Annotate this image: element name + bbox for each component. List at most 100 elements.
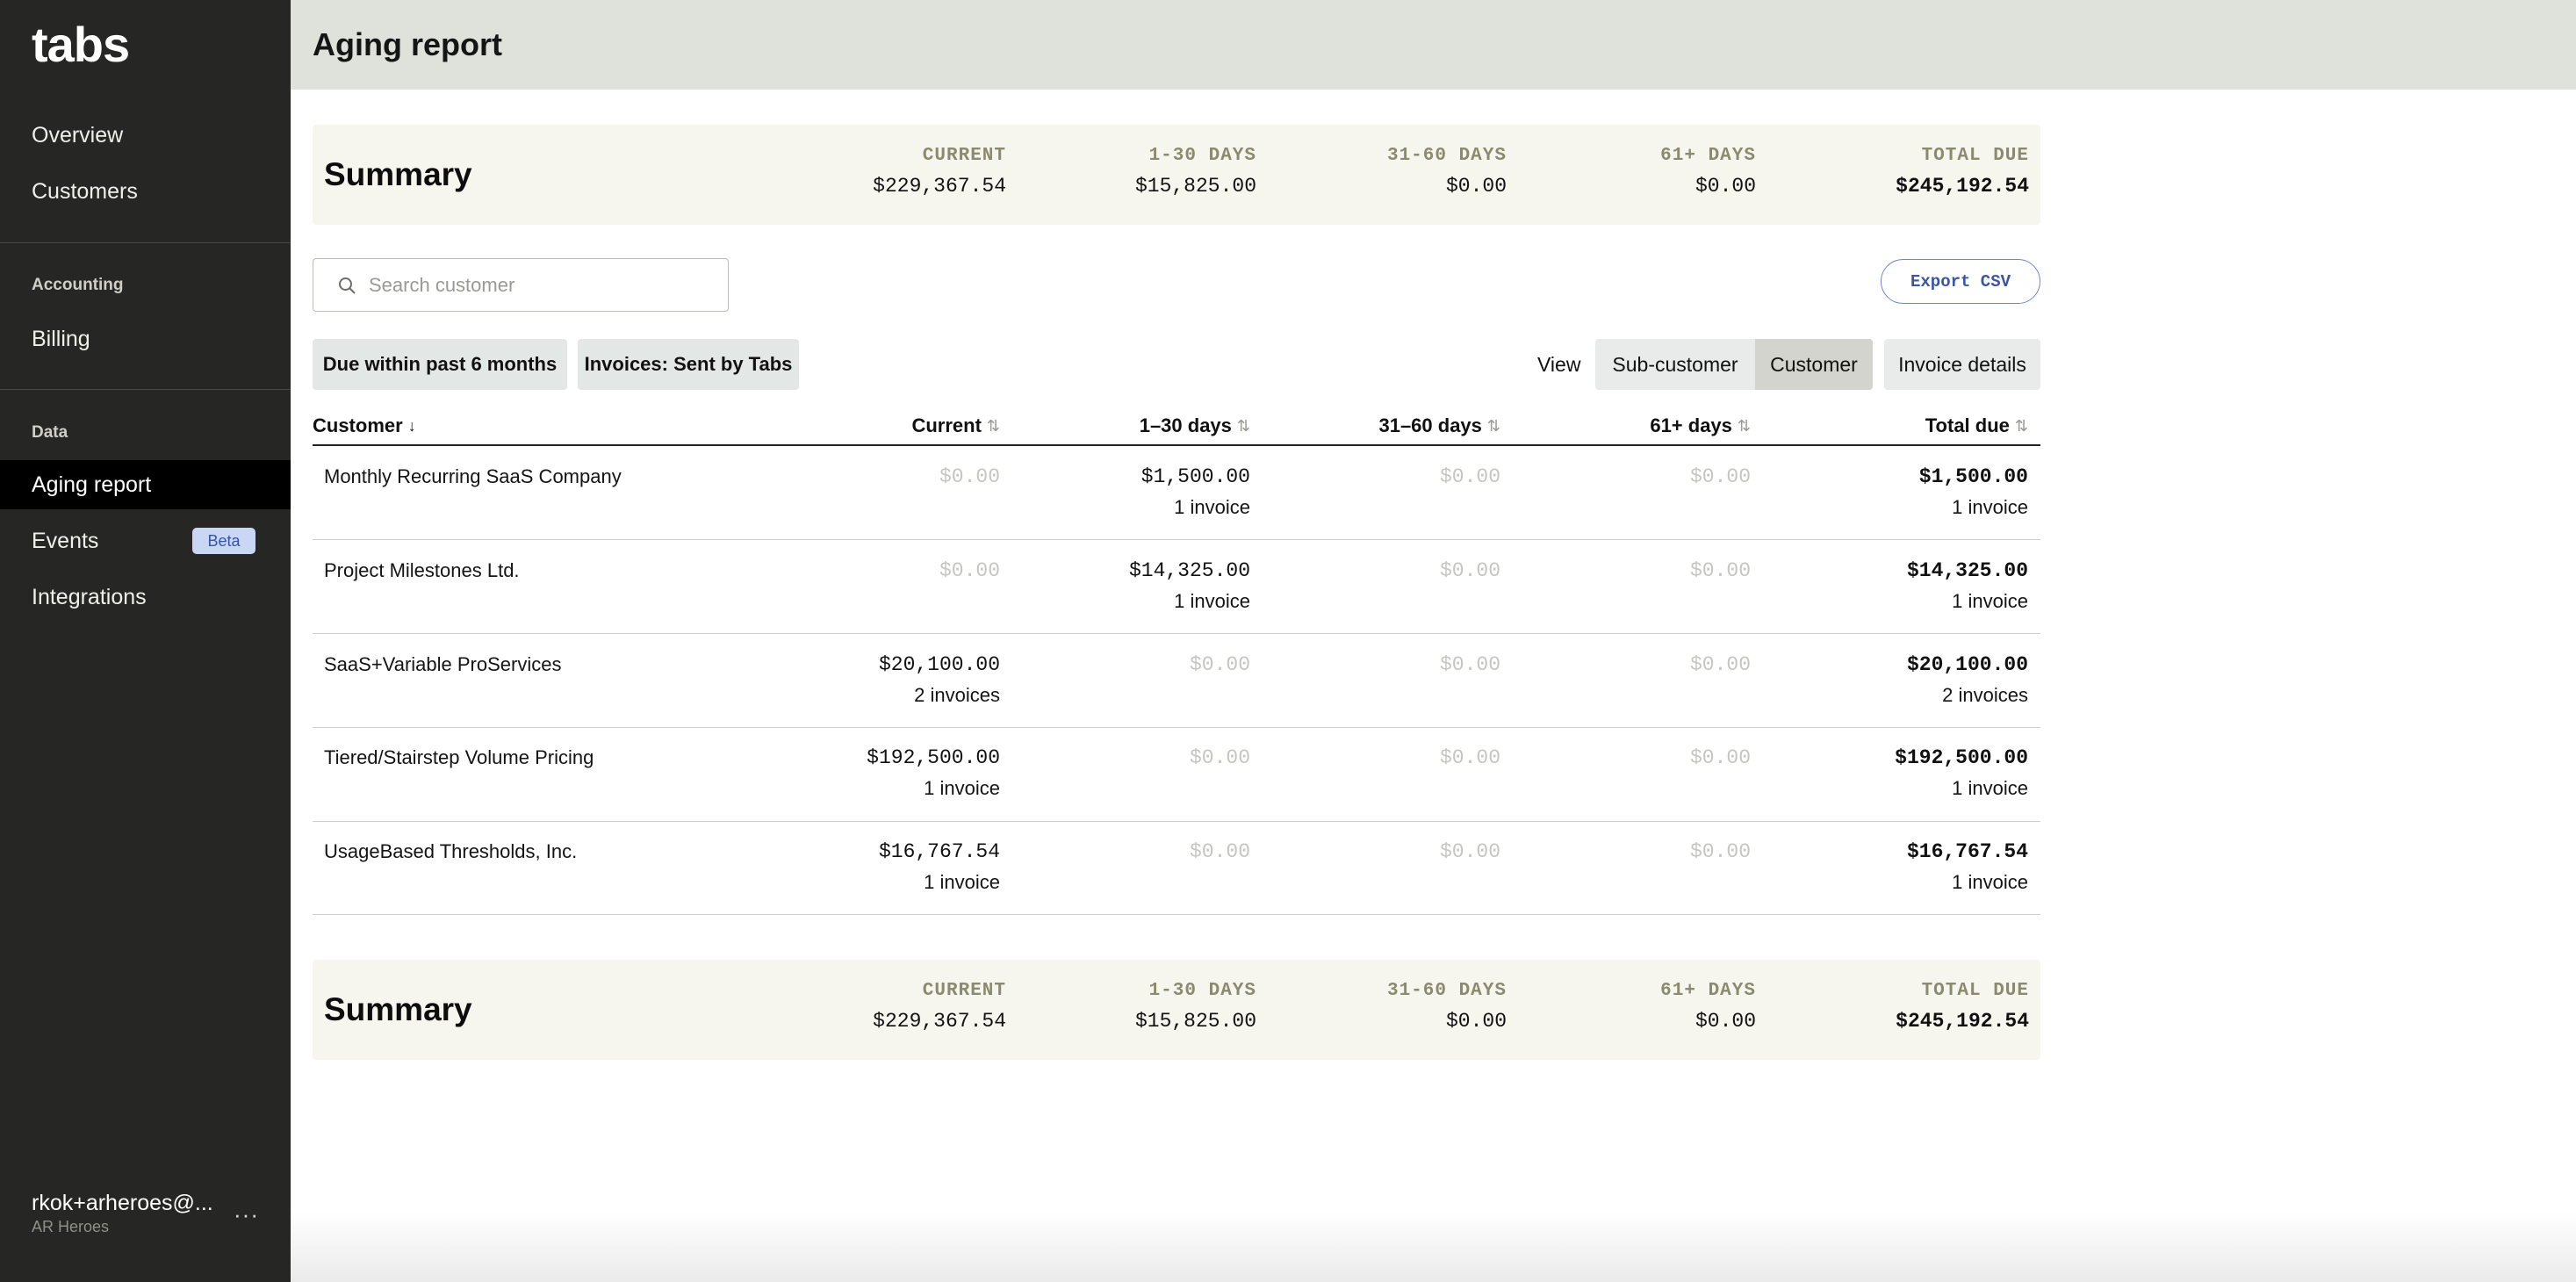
total-invoice-count: 1 invoice xyxy=(1952,871,2028,893)
row-divider xyxy=(313,539,2040,540)
summary-label: 61+ DAYS xyxy=(1660,981,1756,1001)
summary-61-plus-days: 61+ DAYS $0.00 xyxy=(1660,146,1756,198)
summary-value: $0.00 xyxy=(1695,175,1756,198)
column-header-1-30-days[interactable]: 1–30 days ⇅ xyxy=(1140,414,1250,437)
customer-name[interactable]: UsageBased Thresholds, Inc. xyxy=(324,840,578,862)
summary-value: $15,825.00 xyxy=(1134,1010,1256,1033)
current-value: $192,500.00 xyxy=(867,746,1000,769)
total-invoice-count: 1 invoice xyxy=(1952,496,2028,518)
1-30-days-value: $0.00 xyxy=(1189,840,1250,863)
summary-title: Summary xyxy=(324,991,472,1027)
column-header-61-plus-days[interactable]: 61+ days ⇅ xyxy=(1650,414,1751,437)
filter-invoices[interactable]: Invoices: Sent by Tabs xyxy=(578,339,799,390)
1-30-days-value: $14,325.00 xyxy=(1128,559,1250,582)
1-30-days-value: $0.00 xyxy=(1189,653,1250,676)
summary-label: 31-60 DAYS xyxy=(1386,146,1507,166)
sidebar-item-overview[interactable]: Overview xyxy=(32,122,124,148)
summary-value: $245,192.54 xyxy=(1896,175,2029,198)
summary-value: $229,367.54 xyxy=(873,1010,1006,1033)
view-option-sub-customer[interactable]: Sub-customer xyxy=(1595,339,1755,390)
total-due-value: $16,767.54 xyxy=(1906,840,2028,863)
page-title: Aging report xyxy=(313,26,502,62)
table-header-divider xyxy=(313,444,2040,446)
search-input[interactable] xyxy=(369,259,720,311)
sidebar-item-billing[interactable]: Billing xyxy=(32,326,90,351)
sidebar-item-events[interactable]: Events xyxy=(32,528,99,553)
export-csv-button[interactable]: Export CSV xyxy=(1881,259,2040,304)
sort-icon: ⇅ xyxy=(986,416,1000,435)
sidebar-item-aging-report[interactable]: Aging report xyxy=(0,460,291,509)
sidebar-section-accounting: Accounting xyxy=(32,276,124,294)
column-header-31-60-days[interactable]: 31–60 days ⇅ xyxy=(1378,414,1500,437)
summary-label: 31-60 DAYS xyxy=(1386,981,1507,1001)
sidebar-item-integrations[interactable]: Integrations xyxy=(32,584,147,609)
column-header-customer[interactable]: Customer ↓ xyxy=(313,414,416,437)
more-options-icon[interactable]: ··· xyxy=(234,1201,259,1228)
sort-icon: ⇅ xyxy=(1236,416,1250,435)
summary-value: $0.00 xyxy=(1695,1010,1756,1033)
1-30-days-value: $1,500.00 xyxy=(1140,465,1250,488)
search-box[interactable] xyxy=(313,258,729,312)
column-header-total-due[interactable]: Total due ⇅ xyxy=(1925,414,2028,437)
summary-value: $15,825.00 xyxy=(1134,175,1256,198)
sidebar-item-customers[interactable]: Customers xyxy=(32,178,138,204)
sort-desc-icon: ↓ xyxy=(407,416,416,435)
customer-name[interactable]: Monthly Recurring SaaS Company xyxy=(324,465,622,487)
customer-name[interactable]: SaaS+Variable ProServices xyxy=(324,653,562,675)
summary-total-due: TOTAL DUE $245,192.54 xyxy=(1896,146,2029,198)
summary-label: CURRENT xyxy=(922,981,1006,1001)
sidebar-section-data: Data xyxy=(32,423,68,442)
current-value: $20,100.00 xyxy=(878,653,1000,676)
current-invoice-count: 1 invoice xyxy=(924,871,1000,893)
total-invoice-count: 1 invoice xyxy=(1952,777,2028,799)
1-30-days-value: $0.00 xyxy=(1189,746,1250,769)
31-60-days-value: $0.00 xyxy=(1439,840,1500,863)
view-option-invoice-details[interactable]: Invoice details xyxy=(1884,339,2040,390)
summary-1-30-days: 1-30 DAYS $15,825.00 xyxy=(1135,146,1256,198)
summary-value: $0.00 xyxy=(1445,175,1507,198)
31-60-days-value: $0.00 xyxy=(1439,653,1500,676)
sidebar: tabs Overview Customers Accounting Billi… xyxy=(0,0,291,1282)
page-header: Aging report xyxy=(291,0,2576,90)
column-header-label: 31–60 days xyxy=(1378,414,1482,436)
sort-icon: ⇅ xyxy=(2014,416,2028,435)
user-org: AR Heroes xyxy=(32,1218,110,1235)
user-email[interactable]: rkok+arheroes@... xyxy=(32,1191,213,1215)
1-30-days-invoice-count: 1 invoice xyxy=(1174,496,1250,518)
31-60-days-value: $0.00 xyxy=(1439,746,1500,769)
1-30-days-invoice-count: 1 invoice xyxy=(1174,590,1250,612)
current-value: $16,767.54 xyxy=(878,840,1000,863)
current-value: $0.00 xyxy=(939,465,1000,488)
summary-label: CURRENT xyxy=(922,146,1006,166)
sidebar-divider xyxy=(0,242,291,243)
61-plus-days-value: $0.00 xyxy=(1689,653,1751,676)
view-option-customer[interactable]: Customer xyxy=(1755,339,1873,390)
customer-name[interactable]: Project Milestones Ltd. xyxy=(324,559,520,581)
tabs-logo[interactable]: tabs xyxy=(32,17,130,72)
summary-label: TOTAL DUE xyxy=(1921,981,2029,1001)
summary-bottom: Summary CURRENT $229,367.54 1-30 DAYS $1… xyxy=(313,960,2040,1060)
summary-31-60-days: 31-60 DAYS $0.00 xyxy=(1387,146,1507,198)
total-invoice-count: 1 invoice xyxy=(1952,590,2028,612)
61-plus-days-value: $0.00 xyxy=(1689,465,1751,488)
61-plus-days-value: $0.00 xyxy=(1689,746,1751,769)
summary-value: $0.00 xyxy=(1445,1010,1507,1033)
beta-badge: Beta xyxy=(192,528,255,554)
row-divider xyxy=(313,914,2040,915)
bottom-fade xyxy=(291,1212,2576,1282)
31-60-days-value: $0.00 xyxy=(1439,465,1500,488)
customer-name[interactable]: Tiered/Stairstep Volume Pricing xyxy=(324,746,594,768)
summary-label: TOTAL DUE xyxy=(1921,146,2029,166)
current-invoice-count: 2 invoices xyxy=(914,684,1000,706)
summary-value: $229,367.54 xyxy=(873,175,1006,198)
summary-current: CURRENT $229,367.54 xyxy=(873,981,1006,1033)
summary-label: 1-30 DAYS xyxy=(1148,146,1256,166)
current-value: $0.00 xyxy=(939,559,1000,582)
summary-current: CURRENT $229,367.54 xyxy=(873,146,1006,198)
column-header-current[interactable]: Current ⇅ xyxy=(911,414,1000,437)
61-plus-days-value: $0.00 xyxy=(1689,840,1751,863)
column-header-label: 1–30 days xyxy=(1139,414,1232,436)
view-label: View xyxy=(1537,353,1581,376)
61-plus-days-value: $0.00 xyxy=(1689,559,1751,582)
filter-due-within[interactable]: Due within past 6 months xyxy=(313,339,567,390)
